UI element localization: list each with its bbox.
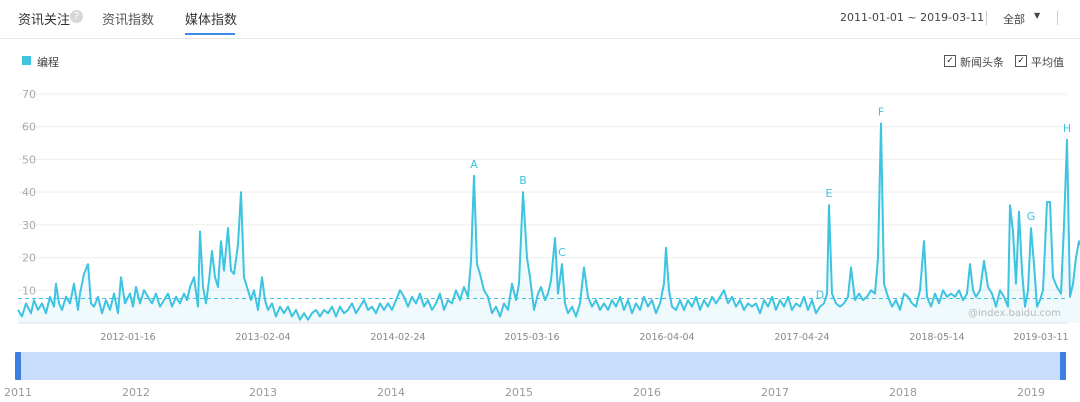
tab-news-index[interactable]: 资讯指数	[102, 13, 155, 28]
x-tick-label: 2019-03-11	[1013, 332, 1068, 343]
navigator-year-label: 2011	[4, 386, 32, 399]
date-range-picker[interactable]: 2011-01-01 ~ 2019-03-11	[840, 11, 985, 24]
x-tick-label: 2016-04-04	[639, 332, 694, 343]
navigator-year-label: 2013	[249, 386, 277, 399]
annotation-label: A	[470, 158, 478, 171]
annotation-label: F	[878, 105, 884, 118]
navigator-handle-left	[15, 352, 21, 380]
navigator-year-label: 2016	[633, 386, 661, 399]
active-tab-indicator	[185, 33, 235, 35]
watermark: @index.baidu.com	[968, 308, 1061, 319]
navigator-year-label: 2018	[889, 386, 917, 399]
chevron-down-icon[interactable]: ▼	[1034, 11, 1041, 20]
help-icon[interactable]: ?	[70, 10, 83, 23]
x-tick-label: 2012-01-16	[100, 332, 155, 343]
annotation-label: C	[558, 246, 566, 259]
series-line	[17, 122, 1080, 321]
y-tick-label: 60	[22, 121, 36, 134]
y-tick-label: 70	[22, 88, 36, 101]
average-label: 平均值	[1031, 56, 1064, 69]
news-headline-label: 新闻头条	[960, 56, 1004, 69]
y-tick-label: 50	[22, 153, 36, 166]
navigator-year-label: 2017	[761, 386, 789, 399]
x-tick-label: 2018-05-14	[909, 332, 964, 343]
annotation-label: H	[1063, 122, 1071, 135]
navigator-year-label: 2019	[1017, 386, 1045, 399]
y-tick-label: 40	[22, 186, 36, 199]
news-headline-checkbox[interactable]: ✓	[944, 55, 956, 67]
navigator-year-label: 2015	[505, 386, 533, 399]
tab-media-index[interactable]: 媒体指数	[185, 13, 238, 28]
navigator-handle-right	[1060, 352, 1066, 380]
x-tick-label: 2017-04-24	[774, 332, 829, 343]
range-navigator: 2011 2012 2013 2014 2015 2016 2017 2018 2019	[4, 352, 1066, 399]
y-tick-label: 20	[22, 252, 36, 265]
annotation-label: E	[826, 187, 833, 200]
annotation-label: B	[519, 174, 527, 187]
navigator-selection	[18, 352, 1066, 380]
header-divider	[986, 11, 987, 25]
region-filter[interactable]: 全部	[1003, 13, 1025, 26]
y-tick-label: 30	[22, 219, 36, 232]
annotation-label: G	[1027, 210, 1036, 223]
y-tick-label: 10	[22, 284, 36, 297]
legend-swatch	[22, 56, 31, 65]
header-divider-right	[1057, 11, 1058, 25]
navigator-year-label: 2012	[122, 386, 150, 399]
page-title: 资讯关注	[18, 13, 71, 28]
navigator-year-label: 2014	[377, 386, 405, 399]
annotation-label: D	[816, 289, 824, 302]
x-tick-label: 2015-03-16	[504, 332, 559, 343]
average-checkbox[interactable]: ✓	[1015, 55, 1027, 67]
legend-series-label: 编程	[37, 56, 59, 69]
x-tick-label: 2014-02-24	[370, 332, 425, 343]
x-tick-label: 2013-02-04	[235, 332, 290, 343]
header-bar: 资讯关注 ? 资讯指数 媒体指数 2011-01-01 ~ 2019-03-11…	[0, 0, 1080, 39]
